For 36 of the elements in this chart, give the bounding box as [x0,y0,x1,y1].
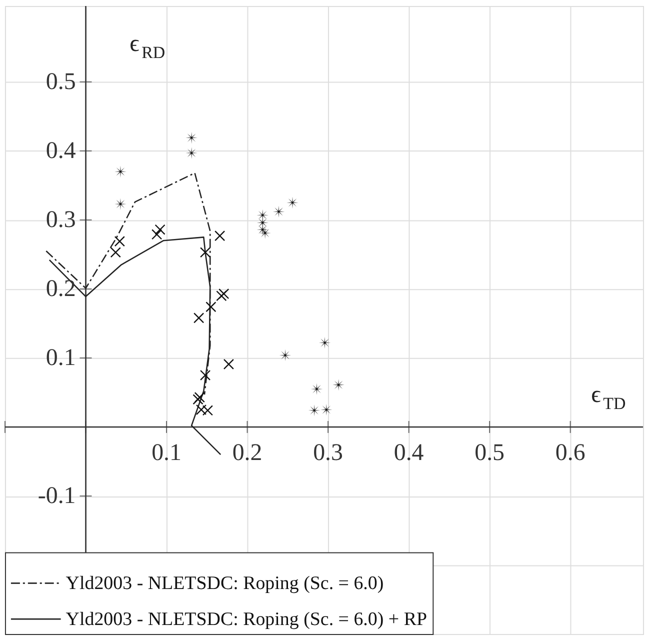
y-tick-label: 0.3 [46,206,76,233]
point [192,394,204,405]
point [256,216,269,229]
point [272,206,285,218]
y-tick-label: 0.1 [46,344,76,371]
point [279,349,292,362]
y-tick-label: 0.2 [46,276,76,302]
legend-label: Yld2003 - NLETSDC: Roping (Sc. = 6.0) + RP [66,609,427,630]
x-tick-label: 0.1 [152,440,182,466]
point [223,358,234,370]
x-tick-label: 0.5 [474,440,505,466]
x-tick-label: 0.6 [555,440,586,466]
point [194,392,205,403]
point [206,302,216,312]
x-tick-label: 0.3 [313,440,344,466]
y-tick-label: -0.1 [38,482,76,509]
point [320,404,332,416]
point [318,336,331,349]
point [110,247,121,258]
point [200,247,211,258]
point [152,229,162,240]
point [218,288,230,300]
y-tick-label: 0.5 [46,68,76,95]
point [216,290,227,302]
point [114,236,125,247]
point [332,378,344,391]
point [194,312,204,324]
point [308,404,320,416]
point [256,209,269,221]
point [154,224,166,235]
legend-label: Yld2003 - NLETSDC: Roping (Sc. = 6.0) [66,573,384,594]
point [214,230,226,242]
point [200,370,211,381]
x-tick-label: 0.2 [232,440,262,466]
x-tick-label: 0.4 [394,440,424,466]
y-tick-label: 0.4 [46,138,76,164]
